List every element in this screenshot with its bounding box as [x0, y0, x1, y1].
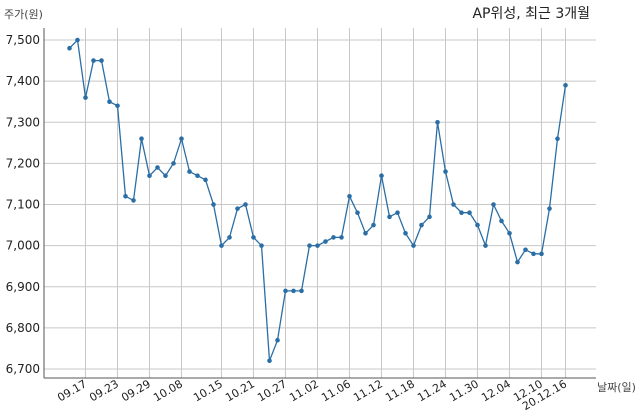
x-axis-title: 날짜(일) [597, 380, 636, 394]
data-point [403, 230, 408, 236]
data-point [323, 239, 328, 244]
x-tick-label: 12.04 [479, 377, 513, 404]
data-point [347, 193, 352, 199]
data-point [131, 198, 136, 203]
data-point [267, 358, 272, 364]
data-point [251, 235, 256, 240]
data-point [275, 337, 280, 343]
data-point [563, 82, 568, 88]
y-tick-label: 7,100 [6, 198, 40, 212]
data-point [355, 210, 360, 216]
x-tick-label: 11.30 [447, 377, 481, 404]
data-point [539, 251, 544, 257]
data-point [507, 230, 512, 236]
data-point [259, 243, 264, 248]
data-point [419, 222, 424, 228]
y-tick-label: 6,700 [6, 362, 40, 376]
chart-title: AP위성, 최근 3개월 [472, 6, 590, 22]
data-point [179, 136, 184, 141]
data-point [443, 169, 448, 174]
data-point [371, 222, 376, 228]
x-tick-label: 10.27 [255, 377, 289, 404]
data-point [395, 210, 400, 216]
data-point [315, 243, 320, 248]
data-point [387, 214, 392, 220]
data-point [187, 169, 192, 174]
data-point [203, 177, 208, 183]
y-tick-label: 7,400 [6, 74, 40, 88]
data-point [115, 103, 120, 109]
x-tick-label: 09.17 [55, 377, 89, 404]
data-point [299, 288, 304, 294]
data-point [515, 259, 520, 265]
data-point [83, 95, 88, 100]
data-point [555, 136, 560, 141]
data-point [363, 230, 368, 236]
data-point [211, 202, 216, 207]
x-tick-label: 10.08 [151, 377, 185, 404]
data-point [99, 58, 104, 63]
data-point [499, 218, 504, 224]
data-point [235, 206, 240, 211]
x-tick-label: 10.21 [223, 377, 257, 404]
y-tick-labels: 6,700 6,800 6,900 7,000 7,100 7,200 7,300 7,400… [6, 33, 40, 376]
data-point [307, 243, 312, 248]
x-tick-label: 10.15 [191, 377, 225, 404]
x-tick-label: 11.06 [319, 377, 353, 404]
data-point [91, 58, 96, 63]
data-point [291, 288, 296, 294]
data-point [163, 173, 168, 179]
data-point [467, 210, 472, 216]
data-point [547, 206, 552, 211]
data-point [195, 173, 200, 179]
x-tick-label: 11.18 [383, 377, 417, 404]
data-point [171, 161, 176, 166]
data-point [427, 214, 432, 220]
data-point [475, 222, 480, 228]
y-tick-label: 7,000 [6, 239, 40, 253]
data-point [331, 235, 336, 240]
x-tick-label: 09.23 [87, 377, 121, 404]
data-point [483, 243, 488, 248]
data-point [379, 173, 384, 179]
data-point [451, 202, 456, 207]
y-axis-title: 주가(원) [4, 8, 43, 21]
price-series-points [67, 37, 568, 364]
x-tick-label: 11.12 [351, 377, 385, 404]
data-point [411, 243, 416, 248]
data-point [123, 193, 128, 199]
x-tick-label: 11.02 [287, 377, 321, 404]
y-tick-label: 6,900 [6, 280, 40, 294]
x-tick-label: 09.29 [119, 377, 153, 404]
data-point [435, 119, 440, 125]
data-point [139, 136, 144, 141]
data-point [339, 235, 344, 240]
grid-lines [44, 28, 596, 378]
x-tick-label: 11.24 [415, 377, 449, 404]
y-tick-label: 7,500 [6, 33, 40, 47]
data-point [459, 210, 464, 216]
data-point [147, 173, 152, 179]
axes [43, 28, 596, 379]
data-point [531, 251, 536, 257]
data-point [155, 165, 160, 170]
data-point [219, 243, 224, 248]
data-point [67, 45, 72, 51]
data-point [283, 288, 288, 294]
data-point [491, 202, 496, 207]
data-point [107, 99, 112, 104]
y-tick-label: 7,300 [6, 115, 40, 129]
data-point [523, 247, 528, 253]
data-point [243, 202, 248, 207]
data-point [227, 235, 232, 240]
y-tick-label: 7,200 [6, 156, 40, 170]
data-point [75, 37, 80, 43]
y-tick-label: 6,800 [6, 321, 40, 335]
